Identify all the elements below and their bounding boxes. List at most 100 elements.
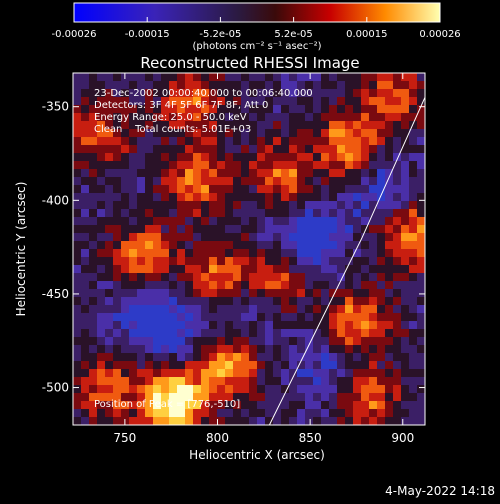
heatmap-cell (113, 113, 121, 121)
heatmap-cell (257, 401, 265, 409)
heatmap-cell (385, 249, 393, 257)
heatmap-cell (113, 377, 121, 385)
heatmap-cell (257, 305, 265, 313)
heatmap-cell (297, 129, 305, 137)
heatmap-cell (281, 361, 289, 369)
heatmap-cell (169, 257, 177, 265)
heatmap-cell (73, 265, 81, 273)
heatmap-cell (209, 305, 217, 313)
heatmap-cell (241, 345, 249, 353)
heatmap-cell (401, 353, 409, 361)
heatmap-cell (385, 281, 393, 289)
heatmap-cell (313, 345, 321, 353)
heatmap-cell (377, 97, 385, 105)
heatmap-cell (273, 81, 281, 89)
heatmap-cell (233, 177, 241, 185)
heatmap-cell (241, 153, 249, 161)
heatmap-cell (409, 353, 417, 361)
heatmap-cell (233, 161, 241, 169)
heatmap-cell (169, 417, 177, 425)
heatmap-cell (105, 345, 113, 353)
heatmap-cell (169, 281, 177, 289)
heatmap-cell (113, 73, 121, 81)
heatmap-cell (369, 297, 377, 305)
heatmap-cell (377, 289, 385, 297)
heatmap-cell (73, 73, 81, 81)
heatmap-cell (257, 105, 265, 113)
heatmap-cell (105, 105, 113, 113)
heatmap-cell (401, 249, 409, 257)
heatmap-cell (281, 193, 289, 201)
heatmap-cell (73, 185, 81, 193)
heatmap-cell (177, 121, 185, 129)
heatmap-cell (225, 137, 233, 145)
heatmap-cell (105, 201, 113, 209)
heatmap-cell (81, 289, 89, 297)
heatmap-cell (361, 161, 369, 169)
heatmap-cell (201, 97, 209, 105)
heatmap-cell (321, 297, 329, 305)
heatmap-cell (361, 241, 369, 249)
heatmap-cell (401, 289, 409, 297)
heatmap-cell (265, 193, 273, 201)
heatmap-cell (105, 113, 113, 121)
heatmap-cell (145, 225, 153, 233)
heatmap-cell (153, 105, 161, 113)
heatmap-cell (225, 281, 233, 289)
heatmap-cell (193, 209, 201, 217)
heatmap-cell (89, 297, 97, 305)
heatmap-cell (369, 385, 377, 393)
heatmap-cell (129, 209, 137, 217)
heatmap-cell (169, 265, 177, 273)
heatmap-cell (217, 89, 225, 97)
heatmap-cell (137, 193, 145, 201)
heatmap-cell (113, 145, 121, 153)
heatmap-cell (129, 169, 137, 177)
heatmap-cell (225, 129, 233, 137)
heatmap-cell (89, 233, 97, 241)
heatmap-cell (241, 281, 249, 289)
heatmap-cell (345, 385, 353, 393)
heatmap-cell (129, 265, 137, 273)
heatmap-cell (257, 153, 265, 161)
heatmap-cell (193, 137, 201, 145)
heatmap-cell (409, 153, 417, 161)
heatmap-cell (241, 409, 249, 417)
heatmap-cell (377, 305, 385, 313)
heatmap-cell (209, 361, 217, 369)
heatmap-cell (377, 337, 385, 345)
heatmap-cell (185, 393, 193, 401)
heatmap-cell (185, 257, 193, 265)
heatmap-cell (289, 409, 297, 417)
heatmap-cell (105, 185, 113, 193)
heatmap-cell (385, 345, 393, 353)
heatmap-cell (201, 169, 209, 177)
heatmap-cell (81, 265, 89, 273)
heatmap-cell (337, 129, 345, 137)
heatmap-cell (353, 257, 361, 265)
heatmap-cell (345, 97, 353, 105)
heatmap-cell (177, 225, 185, 233)
heatmap-cell (345, 73, 353, 81)
heatmap-cell (361, 321, 369, 329)
heatmap-cell (241, 81, 249, 89)
heatmap-cell (89, 361, 97, 369)
heatmap-cell (161, 305, 169, 313)
heatmap-cell (313, 217, 321, 225)
heatmap-cell (393, 249, 401, 257)
heatmap-cell (209, 273, 217, 281)
heatmap-cell (73, 145, 81, 153)
heatmap-cell (385, 153, 393, 161)
heatmap-cell (249, 113, 257, 121)
heatmap-cell (289, 217, 297, 225)
heatmap-cell (401, 297, 409, 305)
heatmap-cell (417, 361, 425, 369)
heatmap-cell (241, 73, 249, 81)
heatmap-cell (201, 401, 209, 409)
heatmap-cell (265, 345, 273, 353)
heatmap-cell (81, 361, 89, 369)
heatmap-cell (129, 257, 137, 265)
heatmap-cell (217, 145, 225, 153)
heatmap-cell (193, 273, 201, 281)
heatmap-cell (249, 129, 257, 137)
